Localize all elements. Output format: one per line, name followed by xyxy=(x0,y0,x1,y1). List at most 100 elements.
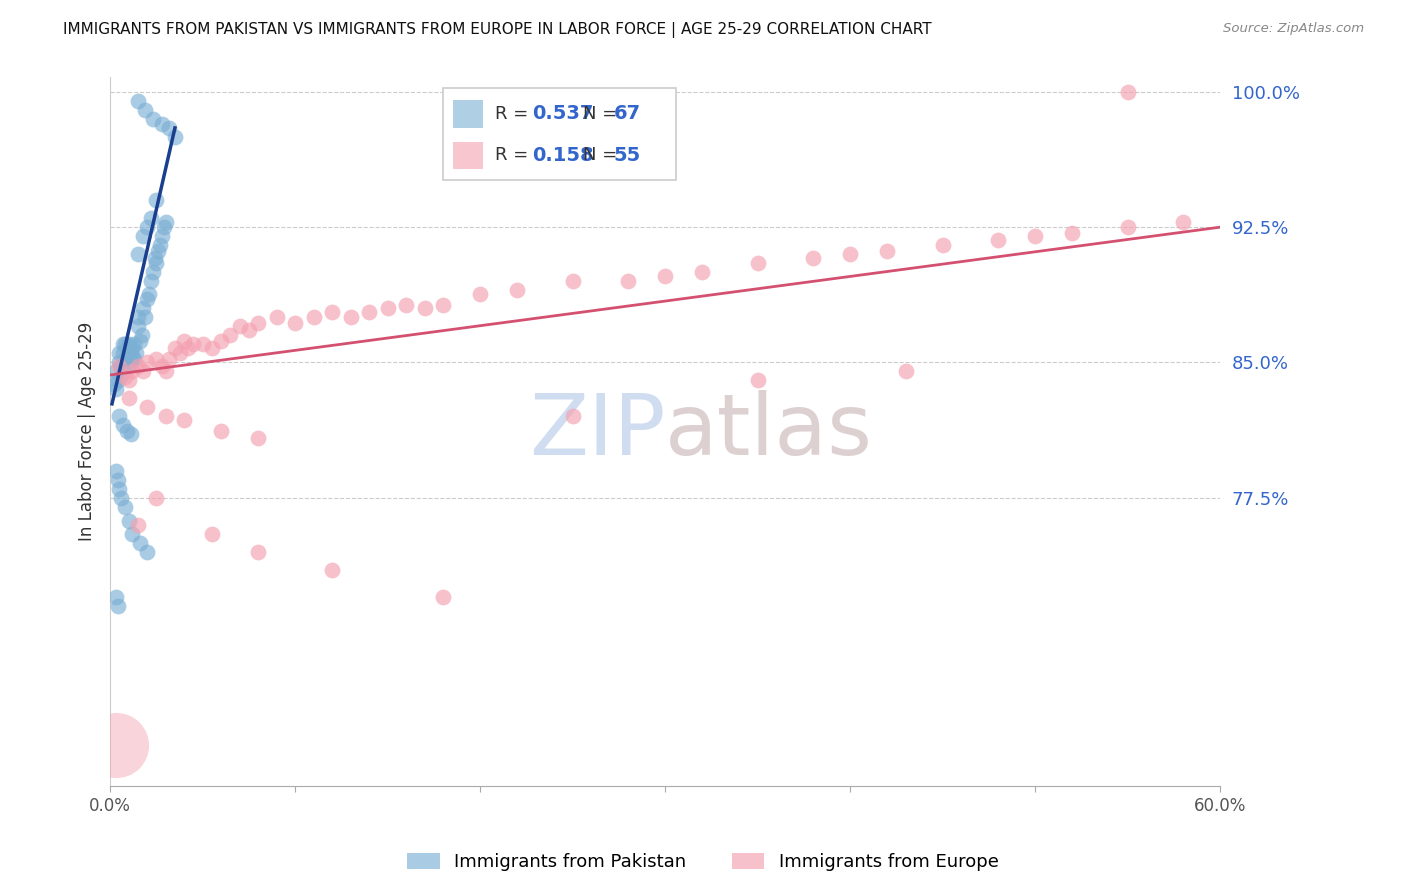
Point xyxy=(136,355,159,369)
Point xyxy=(987,233,1010,247)
Point xyxy=(876,244,898,258)
Point xyxy=(561,274,583,288)
Point xyxy=(321,305,343,319)
Point xyxy=(432,298,454,312)
Point xyxy=(132,229,155,244)
Point xyxy=(932,238,955,252)
Point xyxy=(108,409,131,424)
Point xyxy=(155,215,177,229)
Point xyxy=(148,244,170,258)
Text: IMMIGRANTS FROM PAKISTAN VS IMMIGRANTS FROM EUROPE IN LABOR FORCE | AGE 25-29 CO: IMMIGRANTS FROM PAKISTAN VS IMMIGRANTS F… xyxy=(63,22,932,38)
Point xyxy=(266,310,288,325)
Point xyxy=(238,323,260,337)
Point xyxy=(110,368,132,382)
Point xyxy=(136,220,159,235)
Text: Source: ZipAtlas.com: Source: ZipAtlas.com xyxy=(1223,22,1364,36)
Point xyxy=(1024,229,1046,244)
Point xyxy=(432,590,454,604)
Point xyxy=(149,238,172,252)
Point xyxy=(747,373,769,387)
Point xyxy=(143,251,166,265)
Point xyxy=(145,193,167,207)
Point xyxy=(115,346,138,360)
Point xyxy=(114,351,136,366)
Point xyxy=(150,229,173,244)
Point xyxy=(112,418,135,433)
Point xyxy=(692,265,714,279)
Point xyxy=(104,738,127,752)
Point xyxy=(183,337,205,351)
Point xyxy=(247,316,270,330)
Point xyxy=(112,337,135,351)
Point xyxy=(104,464,127,478)
Point xyxy=(155,364,177,378)
Point xyxy=(107,473,129,487)
Point xyxy=(173,413,195,427)
Point xyxy=(321,563,343,577)
Point xyxy=(247,431,270,445)
Point xyxy=(127,310,149,325)
Point xyxy=(107,373,129,387)
Point xyxy=(122,337,145,351)
Point xyxy=(145,351,167,366)
Point xyxy=(127,94,149,108)
Point xyxy=(127,247,149,261)
Point xyxy=(359,305,381,319)
Point xyxy=(118,514,141,528)
Point xyxy=(247,545,270,559)
Point xyxy=(894,364,917,378)
Point xyxy=(127,359,149,373)
Point xyxy=(114,337,136,351)
Point xyxy=(153,220,176,235)
Point xyxy=(209,424,232,438)
Point xyxy=(219,328,242,343)
Point xyxy=(118,337,141,351)
Point xyxy=(177,341,200,355)
Point xyxy=(284,316,307,330)
Point xyxy=(127,319,149,334)
Point xyxy=(104,364,127,378)
Point xyxy=(107,599,129,613)
Point xyxy=(163,130,186,145)
Point xyxy=(145,256,167,270)
Point xyxy=(155,409,177,424)
Point xyxy=(121,341,143,355)
Point xyxy=(1116,220,1139,235)
Point xyxy=(173,334,195,348)
Point xyxy=(506,283,529,297)
Point xyxy=(104,590,127,604)
Point xyxy=(157,120,180,135)
Y-axis label: In Labor Force | Age 25-29: In Labor Force | Age 25-29 xyxy=(79,322,96,541)
Point xyxy=(122,351,145,366)
Point xyxy=(1062,226,1084,240)
Point xyxy=(132,364,155,378)
Point xyxy=(157,351,180,366)
Point xyxy=(228,319,250,334)
Point xyxy=(108,359,131,373)
Point xyxy=(121,526,143,541)
Point xyxy=(128,334,150,348)
Point xyxy=(654,268,676,283)
Point xyxy=(136,292,159,306)
Point xyxy=(139,274,162,288)
Point xyxy=(747,256,769,270)
Point xyxy=(139,211,162,226)
Point xyxy=(136,401,159,415)
Point xyxy=(131,328,153,343)
Point xyxy=(110,359,132,373)
Point xyxy=(138,286,160,301)
Point xyxy=(209,334,232,348)
Point xyxy=(115,424,138,438)
Point xyxy=(127,517,149,532)
Point xyxy=(150,117,173,131)
Text: atlas: atlas xyxy=(665,391,873,474)
Point xyxy=(145,491,167,505)
Point xyxy=(302,310,325,325)
Point xyxy=(120,355,142,369)
Point xyxy=(395,298,418,312)
Point xyxy=(112,346,135,360)
Point xyxy=(120,346,142,360)
Point xyxy=(125,346,148,360)
Point xyxy=(134,103,156,117)
Point xyxy=(118,373,141,387)
